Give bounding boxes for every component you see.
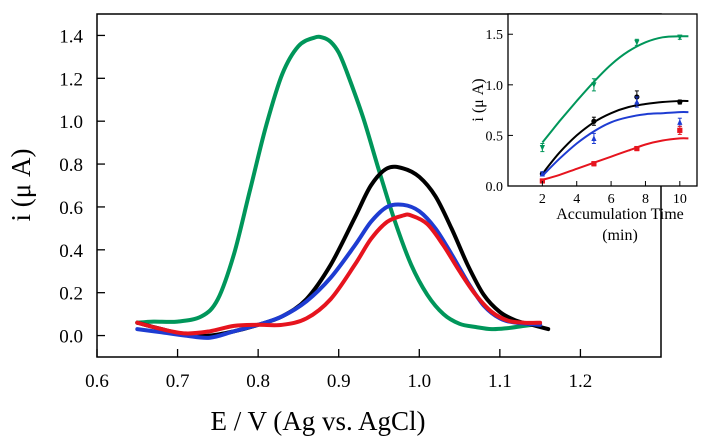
main-series-line-0 bbox=[135, 34, 543, 332]
inset-data-point bbox=[677, 127, 683, 133]
main-series-group bbox=[135, 34, 551, 340]
inset-y-tick-label: 1.5 bbox=[486, 28, 504, 43]
inset-fit-line-3 bbox=[542, 137, 689, 181]
main-y-tick-label: 1.4 bbox=[59, 26, 83, 47]
inset-data-point bbox=[591, 135, 597, 142]
main-y-tick-label: 0.6 bbox=[59, 198, 83, 219]
main-x-tick-label: 1.0 bbox=[407, 371, 431, 392]
main-chart: 0.6 0.7 0.8 0.9 1.0 1.1 1.2 0.0 0.2 0.4 0.6 0.8 1.0 1… bbox=[6, 13, 662, 436]
inset-x-tick-label: 6 bbox=[608, 192, 615, 207]
inset-data-point bbox=[634, 39, 640, 46]
inset-x-tick-label: 2 bbox=[539, 192, 546, 207]
main-x-axis-title: E / V (Ag vs. AgCl) bbox=[210, 406, 425, 436]
inset-data-point bbox=[634, 145, 640, 152]
inset-x-tick-label: 4 bbox=[573, 192, 580, 207]
inset-data-point bbox=[677, 119, 683, 125]
inset-plot-frame bbox=[507, 13, 698, 187]
inset-data-point bbox=[591, 82, 597, 89]
main-y-tick-label: 0.4 bbox=[59, 241, 83, 262]
inset-chart: 2 4 6 8 10 0.0 0.5 1.0 1.5 Accumulation Time (mi… bbox=[470, 13, 698, 244]
main-axes: 0.6 0.7 0.8 0.9 1.0 1.1 1.2 0.0 0.2 0.4 0.6 0.8 1.0 1… bbox=[59, 26, 592, 392]
inset-data-point bbox=[677, 34, 683, 41]
main-y-tick-label: 0.8 bbox=[59, 155, 83, 176]
inset-data-point bbox=[591, 118, 597, 124]
main-x-tick-label: 1.1 bbox=[488, 371, 512, 392]
inset-data-point bbox=[677, 99, 683, 105]
main-y-tick-label: 0.2 bbox=[59, 284, 83, 305]
inset-fit-line-2 bbox=[541, 111, 689, 177]
main-y-tick-label: 1.2 bbox=[59, 69, 83, 90]
inset-x-tick-label: 10 bbox=[673, 192, 687, 207]
inset-x-tick-label: 8 bbox=[642, 192, 649, 207]
inset-data-point bbox=[539, 178, 545, 184]
main-y-tick-label: 0.0 bbox=[59, 327, 83, 348]
main-x-tick-label: 1.2 bbox=[569, 371, 593, 392]
inset-series-group bbox=[539, 34, 689, 184]
main-y-axis-title: i (μ A) bbox=[6, 149, 36, 222]
inset-axes: 2 4 6 8 10 0.0 0.5 1.0 1.5 bbox=[486, 28, 687, 207]
inset-data-point bbox=[634, 98, 640, 105]
inset-x-axis-title: Accumulation Time bbox=[556, 206, 684, 223]
inset-fit-line-1 bbox=[541, 99, 689, 175]
inset-data-point bbox=[539, 144, 545, 151]
main-series-line-3 bbox=[135, 212, 543, 336]
main-x-tick-label: 0.8 bbox=[246, 371, 270, 392]
main-y-tick-label: 1.0 bbox=[59, 112, 83, 133]
main-x-tick-label: 0.7 bbox=[166, 371, 190, 392]
inset-y-tick-label: 1.0 bbox=[486, 79, 504, 94]
inset-y-axis-title: i (μ A) bbox=[470, 78, 487, 121]
inset-y-tick-label: 0.0 bbox=[486, 180, 504, 195]
inset-x-axis-unit: (min) bbox=[602, 227, 638, 244]
inset-fit-line-0 bbox=[541, 35, 689, 144]
inset-y-tick-label: 0.5 bbox=[486, 129, 504, 144]
main-x-tick-label: 0.6 bbox=[85, 371, 109, 392]
inset-data-point bbox=[591, 161, 597, 167]
main-x-tick-label: 0.9 bbox=[327, 371, 351, 392]
inset-data-point bbox=[539, 170, 545, 177]
